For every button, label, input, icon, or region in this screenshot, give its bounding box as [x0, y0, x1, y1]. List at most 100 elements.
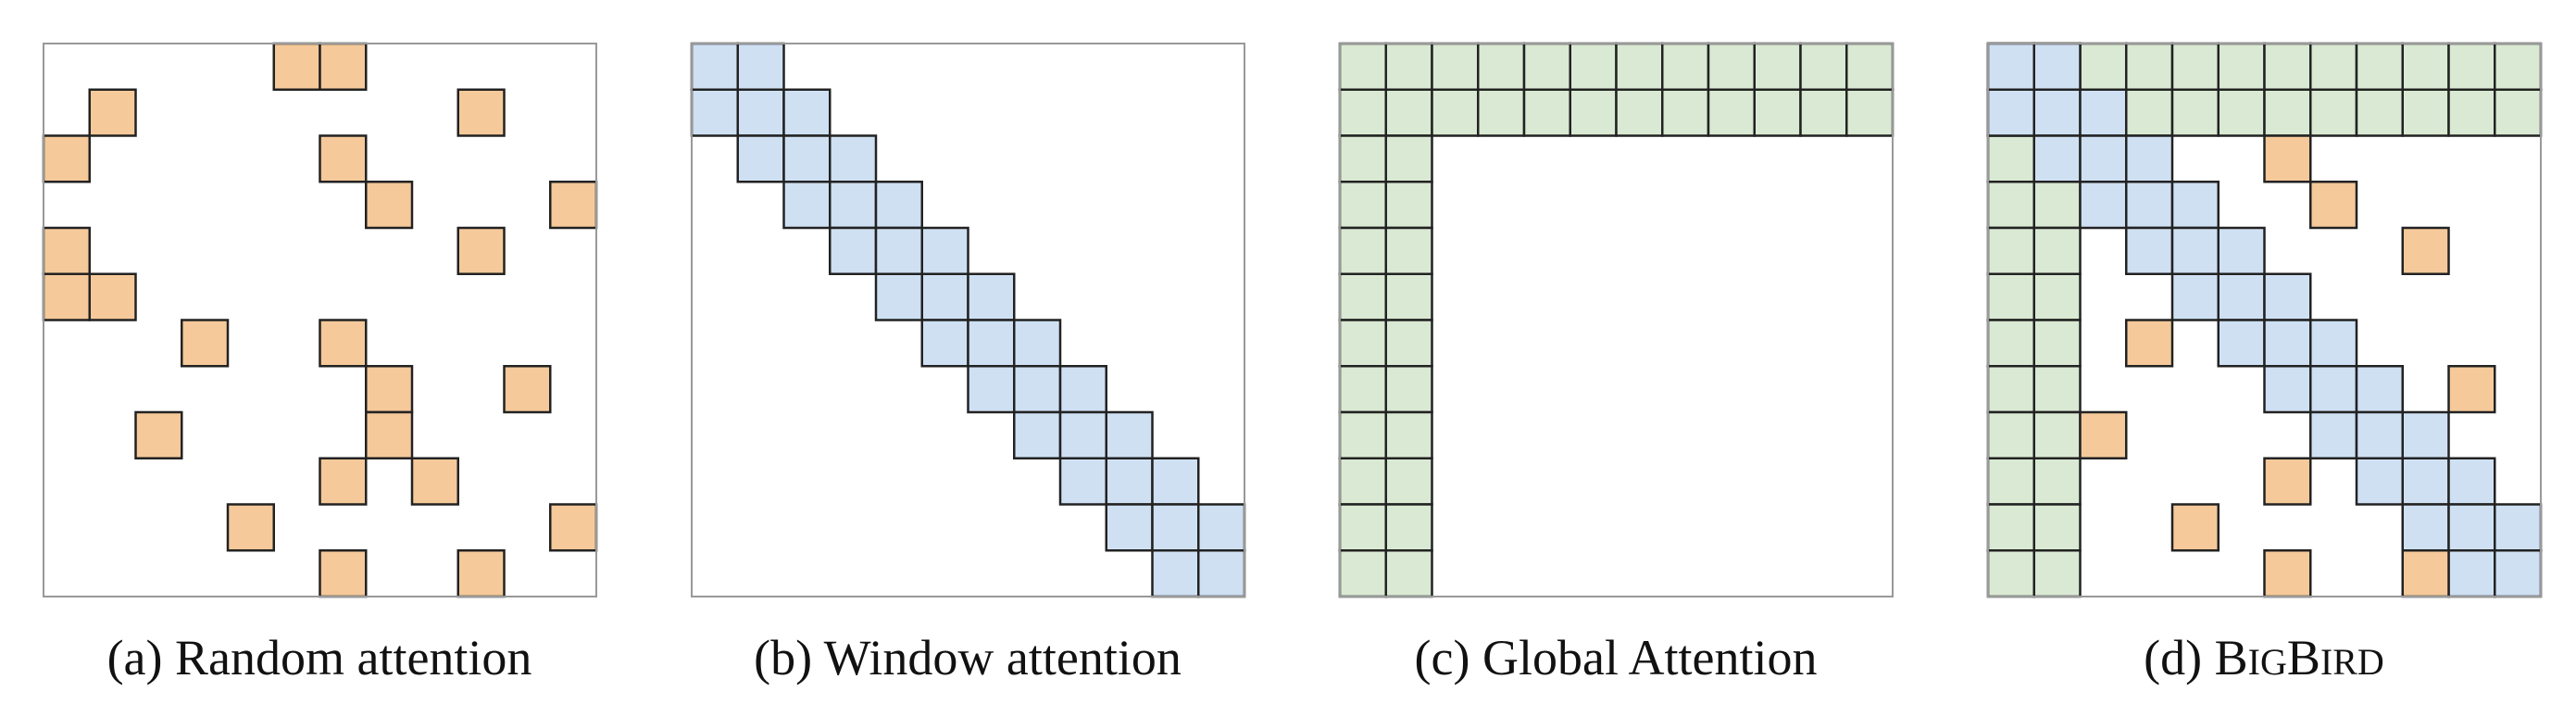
window-cell — [2309, 410, 2358, 459]
global-cell — [1431, 42, 1480, 91]
caption-global-attention: (c) Global Attention — [1415, 630, 1818, 685]
panel-window-attention — [690, 42, 1246, 598]
global-cell — [2032, 457, 2082, 506]
global-cell — [1338, 457, 1387, 506]
window-cell — [2263, 365, 2312, 414]
random-cell — [2263, 549, 2312, 598]
window-cell — [874, 272, 923, 321]
random-cell — [2309, 181, 2358, 230]
global-cell — [1615, 42, 1664, 91]
window-cell — [782, 134, 832, 183]
global-cell — [1338, 319, 1387, 368]
random-cell — [134, 410, 183, 459]
global-cell — [1338, 88, 1387, 137]
window-cell — [2401, 457, 2450, 506]
global-cell — [1986, 272, 2035, 321]
global-cell — [1477, 88, 1526, 137]
global-cell — [1384, 272, 1433, 321]
panel-bigbird — [1986, 42, 2543, 598]
global-cell — [2309, 88, 2358, 137]
window-cell — [1013, 410, 1062, 459]
global-cell — [1477, 42, 1526, 91]
window-cell — [1151, 549, 1200, 598]
global-cell — [1615, 88, 1664, 137]
window-cell — [2217, 272, 2266, 321]
random-cell — [503, 365, 552, 414]
window-cell — [1013, 365, 1062, 414]
random-cell — [2170, 503, 2220, 552]
global-cell — [1986, 226, 2035, 275]
window-cell — [736, 134, 785, 183]
window-cell — [690, 42, 739, 91]
window-cell — [2032, 42, 2082, 91]
global-cell — [2355, 42, 2404, 91]
window-cell — [967, 319, 1016, 368]
window-cell — [2032, 134, 2082, 183]
window-cell — [1197, 549, 1246, 598]
random-attention-matrix — [42, 42, 598, 598]
global-cell — [1384, 319, 1433, 368]
matrix-frame — [1339, 43, 1894, 597]
global-cell — [1569, 42, 1618, 91]
window-cell — [2494, 503, 2543, 552]
random-cell — [319, 457, 368, 506]
global-cell — [1753, 42, 1802, 91]
global-cell — [1986, 134, 2035, 183]
window-cell — [2263, 319, 2312, 368]
global-cell — [2263, 42, 2312, 91]
global-cell — [2032, 319, 2082, 368]
global-cell — [2032, 272, 2082, 321]
global-cell — [1799, 42, 1848, 91]
window-cell — [736, 42, 785, 91]
global-cell — [1799, 88, 1848, 137]
random-cell — [88, 272, 137, 321]
window-cell — [2125, 226, 2174, 275]
global-cell — [1986, 319, 2035, 368]
random-cell — [365, 410, 414, 459]
window-cell — [1986, 88, 2035, 137]
global-cell — [1338, 410, 1387, 459]
global-cell — [1845, 42, 1894, 91]
window-cell — [967, 365, 1016, 414]
caption-bigbird: (d) BIGBIRD — [2144, 630, 2384, 685]
caption-bigbird-prefix: (d) — [2144, 630, 2214, 685]
global-cell — [1986, 410, 2035, 459]
window-cell — [2447, 457, 2496, 506]
global-cell — [2032, 410, 2082, 459]
random-cell — [2447, 365, 2496, 414]
global-cell — [1986, 549, 2035, 598]
window-cell — [1151, 503, 1200, 552]
global-cell — [1338, 503, 1387, 552]
matrix-frame — [1987, 43, 2542, 597]
bigbird-attention-matrix — [1986, 42, 2543, 598]
matrix-frame — [691, 43, 1245, 597]
global-cell — [2032, 181, 2082, 230]
window-cell — [2032, 88, 2082, 137]
window-cell — [874, 226, 923, 275]
caption-bigbird-b2: B — [2287, 630, 2320, 685]
global-cell — [2447, 88, 2496, 137]
window-cell — [829, 226, 878, 275]
random-cell — [410, 457, 459, 506]
window-cell — [2355, 410, 2404, 459]
global-cell — [1384, 226, 1433, 275]
global-cell — [2494, 88, 2543, 137]
random-cell — [365, 181, 414, 230]
global-cell — [1522, 42, 1571, 91]
window-cell — [2170, 181, 2220, 230]
global-cell — [2079, 42, 2128, 91]
random-cell — [42, 226, 91, 275]
window-cell — [2309, 319, 2358, 368]
global-cell — [1986, 503, 2035, 552]
random-cell — [319, 134, 368, 183]
global-cell — [1384, 365, 1433, 414]
window-cell — [1986, 42, 2035, 91]
random-cell — [226, 503, 275, 552]
random-cell — [456, 549, 506, 598]
random-cell — [319, 549, 368, 598]
window-cell — [920, 319, 969, 368]
global-cell — [2032, 365, 2082, 414]
random-cell — [42, 134, 91, 183]
global-cell — [1338, 134, 1387, 183]
